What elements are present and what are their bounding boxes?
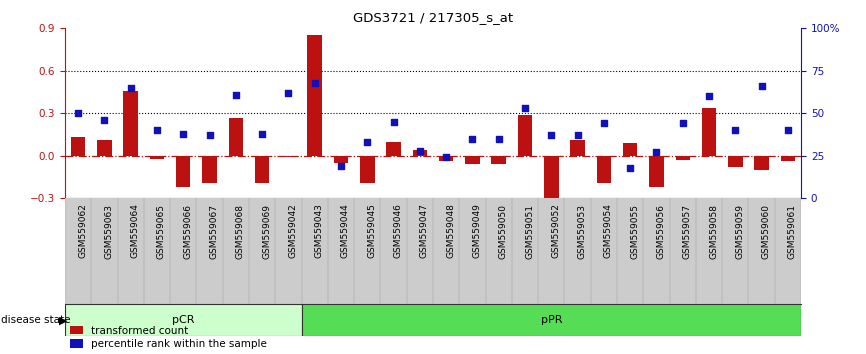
Text: GSM559058: GSM559058 <box>709 204 718 258</box>
Bar <box>544 156 559 198</box>
Text: GSM559043: GSM559043 <box>314 204 324 258</box>
Bar <box>386 142 401 156</box>
Point <box>492 136 506 142</box>
Point <box>360 139 374 145</box>
Text: GSM559056: GSM559056 <box>656 204 665 258</box>
Text: GSM559054: GSM559054 <box>604 204 613 258</box>
Bar <box>597 156 611 183</box>
Point <box>439 155 453 160</box>
Text: pCR: pCR <box>172 315 195 325</box>
Bar <box>150 156 165 159</box>
Bar <box>97 140 112 156</box>
Point <box>255 131 269 137</box>
Point <box>281 90 295 96</box>
Bar <box>124 91 138 156</box>
Bar <box>439 156 454 161</box>
Text: GSM559066: GSM559066 <box>184 204 192 258</box>
Legend: transformed count, percentile rank within the sample: transformed count, percentile rank withi… <box>70 326 267 349</box>
Bar <box>203 156 216 183</box>
Text: pPR: pPR <box>540 315 562 325</box>
Point <box>545 132 559 138</box>
Point <box>334 163 348 169</box>
Text: GSM559051: GSM559051 <box>525 204 534 258</box>
Text: GSM559044: GSM559044 <box>341 204 350 258</box>
Bar <box>229 118 243 156</box>
Point <box>702 93 716 99</box>
Text: GSM559065: GSM559065 <box>157 204 166 258</box>
Bar <box>571 140 585 156</box>
Text: GSM559068: GSM559068 <box>236 204 245 258</box>
Point <box>781 127 795 133</box>
Text: GSM559064: GSM559064 <box>131 204 139 258</box>
Point <box>177 131 191 137</box>
Bar <box>176 156 191 187</box>
Bar <box>465 156 480 164</box>
Point <box>466 136 480 142</box>
Bar <box>754 156 769 170</box>
Point <box>728 127 742 133</box>
Bar <box>301 304 801 336</box>
Text: GSM559053: GSM559053 <box>578 204 586 258</box>
Bar <box>65 304 301 336</box>
Point <box>203 132 216 138</box>
Point <box>124 85 138 91</box>
Bar <box>333 156 348 163</box>
Bar <box>71 137 86 156</box>
Text: GSM559047: GSM559047 <box>420 204 429 258</box>
Point <box>571 132 585 138</box>
Text: GDS3721 / 217305_s_at: GDS3721 / 217305_s_at <box>353 11 513 24</box>
Point <box>229 92 242 97</box>
Text: GSM559049: GSM559049 <box>473 204 481 258</box>
Bar <box>675 156 690 160</box>
Bar <box>780 156 795 161</box>
Text: GSM559057: GSM559057 <box>682 204 692 258</box>
Point <box>650 149 663 155</box>
Text: ▶: ▶ <box>59 315 68 325</box>
Text: GSM559050: GSM559050 <box>499 204 507 258</box>
Point <box>413 148 427 154</box>
Bar <box>360 156 374 183</box>
Bar <box>701 108 716 156</box>
Text: GSM559055: GSM559055 <box>630 204 639 258</box>
Text: GSM559069: GSM559069 <box>262 204 271 258</box>
Bar <box>728 156 742 167</box>
Point <box>98 117 112 123</box>
Point <box>624 165 637 171</box>
Point <box>150 127 164 133</box>
Text: GSM559067: GSM559067 <box>210 204 218 258</box>
Text: GSM559046: GSM559046 <box>393 204 403 258</box>
Bar <box>650 156 663 187</box>
Point <box>597 121 611 126</box>
Bar <box>623 143 637 156</box>
Text: GSM559048: GSM559048 <box>446 204 456 258</box>
Text: GSM559062: GSM559062 <box>78 204 87 258</box>
Text: GSM559045: GSM559045 <box>367 204 376 258</box>
Point <box>71 110 85 116</box>
Text: GSM559060: GSM559060 <box>761 204 771 258</box>
Point <box>307 80 321 86</box>
Bar <box>255 156 269 183</box>
Point <box>675 121 689 126</box>
Bar <box>412 150 427 156</box>
Point <box>386 119 400 125</box>
Bar <box>281 156 295 157</box>
Point <box>518 105 532 111</box>
Point <box>754 83 768 89</box>
Bar <box>307 35 322 156</box>
Text: GSM559052: GSM559052 <box>552 204 560 258</box>
Bar <box>492 156 506 164</box>
Text: disease state: disease state <box>1 315 70 325</box>
Text: GSM559059: GSM559059 <box>735 204 744 258</box>
Text: GSM559061: GSM559061 <box>788 204 797 258</box>
Bar <box>518 115 533 156</box>
Text: GSM559042: GSM559042 <box>288 204 297 258</box>
Text: GSM559063: GSM559063 <box>105 204 113 258</box>
